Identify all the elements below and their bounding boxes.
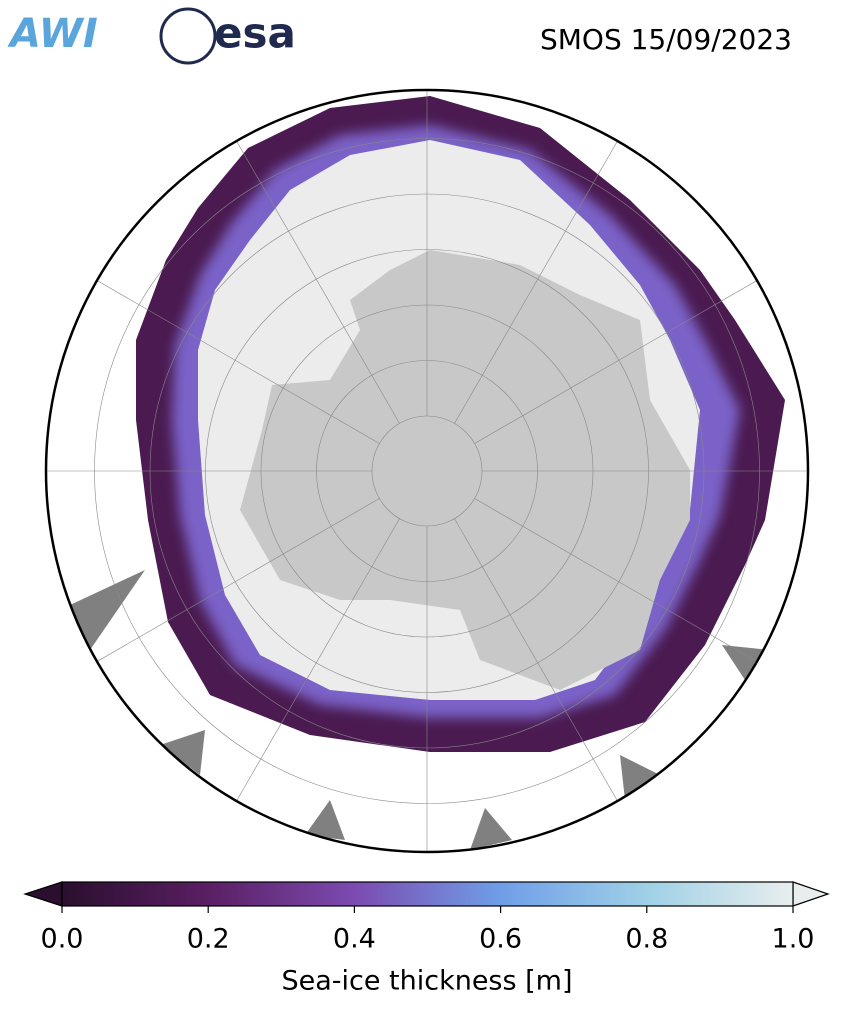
- colorbar-extend-high: [792, 881, 830, 907]
- meridian: [454, 124, 628, 424]
- esa-logo: esa: [214, 9, 296, 58]
- colorbar-tick-label: 0.0: [41, 924, 84, 955]
- colorbar-tick-label: 0.6: [479, 924, 522, 955]
- awi-logo: AWI: [7, 11, 98, 57]
- colorbar-extend-low: [23, 881, 63, 907]
- colorbar-tick-label: 1.0: [772, 924, 815, 955]
- map: [46, 90, 808, 852]
- meridian: [226, 124, 400, 424]
- meridian: [226, 518, 400, 818]
- antarctica: [240, 250, 690, 690]
- meridian: [80, 498, 380, 672]
- meridian: [454, 518, 628, 818]
- meridian: [474, 498, 774, 672]
- colorbar-tick-label: 0.2: [187, 924, 230, 955]
- graticule: [46, 90, 808, 852]
- title: SMOS 15/09/2023: [540, 23, 792, 56]
- colorbar-tick-label: 0.4: [333, 924, 376, 955]
- colorbar-bar: [61, 881, 794, 907]
- colorbar-label: Sea-ice thickness [m]: [281, 966, 572, 997]
- colorbar: [23, 881, 830, 913]
- map-border: [44, 88, 810, 854]
- esa-logo-mark: [159, 7, 217, 65]
- colorbar-tick-label: 0.8: [625, 924, 668, 955]
- meridian: [80, 270, 380, 444]
- meridian: [474, 270, 774, 444]
